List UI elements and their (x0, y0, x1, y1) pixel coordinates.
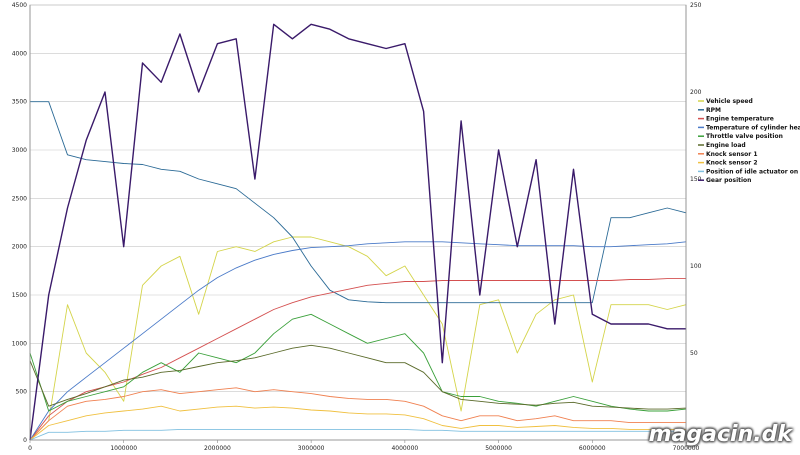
y-tick-label: 2500 (12, 195, 27, 202)
x-tick-label: 6000000 (579, 445, 606, 452)
x-tick-label: 1000000 (110, 445, 137, 452)
y2-tick-label: 150 (690, 176, 702, 183)
y2-tick-label: 50 (690, 350, 698, 357)
y-tick-label: 0 (23, 437, 27, 444)
x-tick-label: 0 (28, 445, 32, 452)
legend-label: Position of idle actuator on cylinder 2 (706, 168, 800, 175)
legend: Vehicle speed RPM Engine temperatureTemper… (698, 98, 800, 184)
y-tick-label: 3000 (12, 147, 27, 154)
x-tick-label: 5000000 (485, 445, 512, 452)
watermark-logo: magacin.dk (648, 422, 792, 447)
y-tick-label: 2000 (12, 244, 27, 251)
legend-label: Engine load (706, 142, 746, 149)
y2-tick-label: 250 (690, 2, 702, 9)
axes: 0500100015002000250030003500400045000501… (12, 2, 702, 452)
series-line-0 (29, 236, 687, 441)
series-line-3 (29, 241, 687, 441)
legend-label: RPM (706, 107, 721, 114)
series-line-2 (29, 278, 686, 441)
legend-label: Temperature of cylinder head 2 (706, 124, 800, 131)
series-line-4 (29, 313, 687, 412)
legend-label: Vehicle speed (706, 98, 753, 105)
y2-tick-label: 200 (690, 89, 702, 96)
x-tick-label: 4000000 (391, 445, 418, 452)
x-tick-label: 7000000 (673, 445, 700, 452)
plot-area (29, 4, 687, 441)
y-tick-label: 1000 (12, 340, 27, 347)
series-line-7 (29, 405, 686, 441)
series-lines (29, 23, 687, 441)
y-tick-label: 500 (16, 389, 28, 396)
series-line-9 (29, 23, 686, 441)
series-line-1 (30, 101, 687, 304)
legend-label: Knock sensor 2 (706, 160, 758, 167)
x-tick-label: 3000000 (298, 445, 325, 452)
legend-label: Throttle valve position (706, 133, 783, 140)
legend-label: Gear position (706, 177, 751, 184)
y2-tick-label: 0 (690, 437, 694, 444)
y-tick-label: 4000 (12, 50, 27, 57)
legend-label: Engine temperature (706, 116, 774, 123)
legend-label: Knock sensor 1 (706, 151, 758, 158)
series-line-5 (29, 344, 687, 410)
x-tick-label: 2000000 (204, 445, 231, 452)
y-tick-label: 1500 (12, 292, 27, 299)
series-line-6 (29, 387, 686, 441)
series-line-8 (29, 428, 686, 441)
y2-tick-label: 100 (690, 263, 702, 270)
y-tick-label: 4500 (12, 2, 27, 9)
y-tick-label: 3500 (12, 99, 27, 106)
